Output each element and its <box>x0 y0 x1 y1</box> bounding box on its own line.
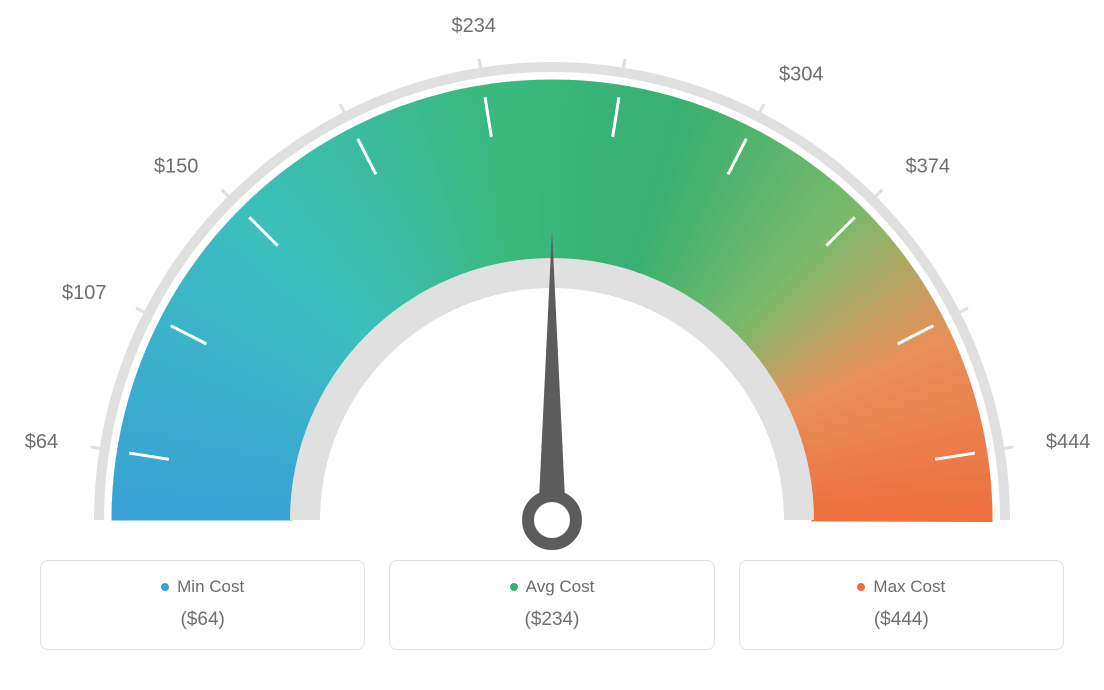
gauge-ring-tick <box>760 104 764 112</box>
legend-label-min: Min Cost <box>161 577 244 597</box>
gauge-ring-tick <box>479 59 480 68</box>
legend-card-avg: Avg Cost ($234) <box>389 560 714 650</box>
gauge-ring-tick <box>876 190 882 196</box>
legend-card-min: Min Cost ($64) <box>40 560 365 650</box>
gauge-tick-label: $107 <box>62 282 107 304</box>
gauge-tick-label: $374 <box>906 155 951 177</box>
gauge-tick-label: $444 <box>1046 431 1091 453</box>
gauge-ring-tick <box>624 59 625 68</box>
legend-row: Min Cost ($64) Avg Cost ($234) Max Cost … <box>0 560 1104 650</box>
legend-value-avg: ($234) <box>402 609 701 631</box>
legend-card-max: Max Cost ($444) <box>739 560 1064 650</box>
gauge-svg: $64 $107 $150 $234 $304 $374 $444 <box>0 0 1104 560</box>
legend-label-max: Max Cost <box>857 577 945 597</box>
legend-label-avg: Avg Cost <box>510 577 595 597</box>
gauge-tick-label: $234 <box>452 15 497 37</box>
gauge-ring-tick <box>960 308 968 312</box>
gauge-ring-tick <box>340 104 344 112</box>
gauge-tick-label: $64 <box>25 431 58 453</box>
gauge-ring-tick <box>1004 447 1013 448</box>
gauge-tick-label: $304 <box>779 63 824 85</box>
gauge-ring-tick <box>136 308 144 312</box>
gauge-tick-label: $150 <box>154 155 199 177</box>
legend-value-max: ($444) <box>752 609 1051 631</box>
cost-gauge-chart: $64 $107 $150 $234 $304 $374 $444 <box>0 0 1104 560</box>
gauge-needle-hub <box>528 496 576 544</box>
gauge-ring-tick <box>222 190 228 196</box>
legend-value-min: ($64) <box>53 609 352 631</box>
gauge-ring-tick <box>91 447 100 448</box>
